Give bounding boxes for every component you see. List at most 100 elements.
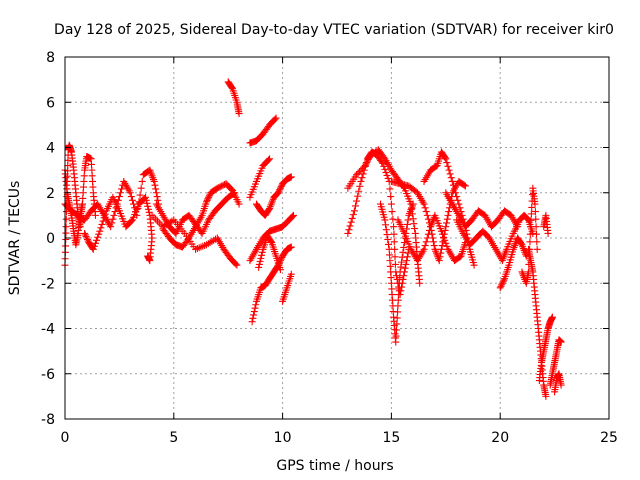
- data-point: [144, 202, 152, 210]
- data-point: [272, 114, 280, 122]
- data-point: [353, 171, 361, 179]
- data-point: [276, 186, 284, 194]
- data-point: [235, 200, 243, 208]
- data-point: [266, 155, 274, 163]
- data-point: [429, 238, 437, 246]
- data-point: [89, 245, 97, 253]
- data-point: [383, 171, 391, 179]
- data-point: [235, 110, 243, 118]
- data-point: [62, 229, 70, 237]
- data-point: [78, 200, 86, 208]
- data-point: [390, 230, 398, 238]
- data-point: [248, 318, 256, 326]
- data-point: [91, 211, 99, 219]
- data-point: [275, 187, 283, 195]
- data-point: [522, 252, 530, 260]
- data-point: [460, 181, 468, 189]
- data-point: [264, 156, 272, 164]
- data-point: [274, 189, 282, 197]
- data-point: [83, 234, 91, 242]
- data-point: [446, 170, 454, 178]
- data-point: [453, 193, 461, 201]
- data-point: [256, 257, 264, 265]
- data-point: [410, 220, 418, 228]
- x-tick-label: 0: [61, 430, 70, 446]
- data-point: [289, 211, 297, 219]
- data-point: [393, 314, 401, 322]
- data-point: [232, 260, 240, 268]
- data-trace: [248, 243, 295, 326]
- data-point: [136, 191, 144, 199]
- data-point: [384, 236, 392, 244]
- data-point: [95, 230, 103, 238]
- data-point: [533, 245, 541, 253]
- data-point: [544, 229, 552, 237]
- y-tick-label: -6: [41, 367, 55, 383]
- data-point: [115, 193, 123, 201]
- data-point: [381, 165, 389, 173]
- data-point: [399, 275, 407, 283]
- data-point: [384, 240, 392, 248]
- data-point: [351, 202, 359, 210]
- data-point: [127, 217, 135, 225]
- data-point: [363, 159, 371, 167]
- data-point: [398, 253, 406, 261]
- data-point: [205, 193, 213, 201]
- data-point: [118, 185, 126, 193]
- data-point: [265, 206, 273, 214]
- data-point: [255, 260, 263, 268]
- data-point: [361, 162, 369, 170]
- data-point: [250, 308, 258, 316]
- data-point: [357, 166, 365, 174]
- data-point: [287, 270, 295, 278]
- data-point: [452, 189, 460, 197]
- data-point: [430, 242, 438, 250]
- data-points: [61, 78, 565, 400]
- data-point: [363, 157, 371, 165]
- data-point: [448, 177, 456, 185]
- y-tick-label: 4: [46, 141, 55, 157]
- data-point: [359, 170, 367, 178]
- data-point: [145, 208, 153, 216]
- data-point: [447, 174, 455, 182]
- data-point: [533, 238, 541, 246]
- data-point: [287, 173, 295, 181]
- data-point: [128, 196, 136, 204]
- data-point: [90, 242, 98, 250]
- data-point: [348, 214, 356, 222]
- data-point: [445, 208, 453, 216]
- data-point: [443, 219, 451, 227]
- data-point: [392, 326, 400, 334]
- data-point: [364, 156, 372, 164]
- data-point: [386, 185, 394, 193]
- data-point: [436, 253, 444, 261]
- data-point: [528, 203, 536, 211]
- data-point: [396, 268, 404, 276]
- data-point: [442, 239, 450, 247]
- data-point: [441, 236, 449, 244]
- data-trace: [246, 211, 297, 265]
- data-point: [499, 278, 507, 286]
- data-point: [517, 240, 525, 248]
- data-trace: [518, 184, 541, 287]
- data-point: [271, 115, 279, 123]
- data-point: [422, 238, 430, 246]
- data-point: [249, 314, 257, 322]
- data-point: [83, 236, 91, 244]
- data-point: [403, 220, 411, 228]
- data-point: [358, 165, 366, 173]
- y-tick-label: -4: [41, 322, 55, 338]
- data-point: [527, 210, 535, 218]
- data-point: [532, 230, 540, 238]
- data-point: [252, 301, 260, 309]
- data-point: [288, 213, 296, 221]
- data-point: [81, 231, 89, 239]
- data-point: [202, 198, 210, 206]
- data-point: [548, 313, 556, 321]
- data-point: [152, 185, 160, 193]
- data-point: [425, 226, 433, 234]
- data-point: [287, 243, 295, 251]
- x-tick-label: 25: [600, 430, 618, 446]
- data-point: [94, 233, 102, 241]
- data-point: [62, 242, 70, 250]
